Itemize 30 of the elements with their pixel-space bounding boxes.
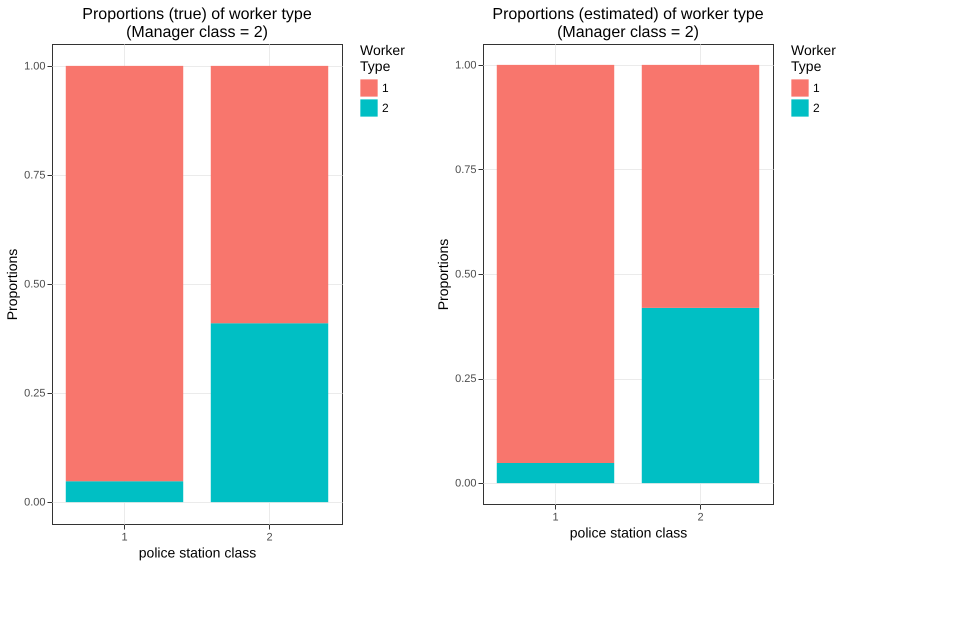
legend-title: Worker Type — [791, 42, 836, 74]
bar — [642, 308, 760, 484]
y-tick-label: 0.25 — [455, 373, 476, 386]
x-axis-title: police station class — [138, 544, 256, 560]
y-tick-label: 0.50 — [24, 278, 46, 290]
y-tick-label: 0.50 — [455, 268, 476, 280]
legend-label: 1 — [382, 81, 389, 95]
y-tick-label: 0.75 — [455, 164, 476, 176]
bar — [210, 323, 328, 502]
legend-label: 1 — [813, 81, 820, 95]
x-axis-title: police station class — [570, 524, 688, 540]
y-axis-title: Proportions — [435, 238, 452, 310]
bar — [496, 463, 614, 484]
bar — [210, 66, 328, 324]
chart-title: Proportions (true) of worker type (Manager class = 2) — [82, 6, 312, 41]
legend-label: 2 — [813, 101, 820, 115]
y-tick-label: 1.00 — [24, 60, 46, 72]
y-tick-label: 0.00 — [455, 478, 476, 490]
bar — [496, 64, 614, 464]
y-tick-label: 0.25 — [24, 388, 46, 400]
y-tick-label: 1.00 — [455, 59, 476, 72]
bar — [642, 64, 760, 308]
chart-title: Proportions (estimated) of worker type (Manager class = 2) — [492, 6, 764, 41]
legend-label: 2 — [382, 101, 389, 115]
bar — [66, 66, 184, 482]
legend-title: Worker Type — [360, 42, 406, 74]
y-tick-label: 0.00 — [24, 496, 46, 509]
bar — [66, 481, 184, 502]
y-tick-label: 0.75 — [24, 169, 46, 182]
y-axis-title: Proportions — [4, 248, 20, 320]
